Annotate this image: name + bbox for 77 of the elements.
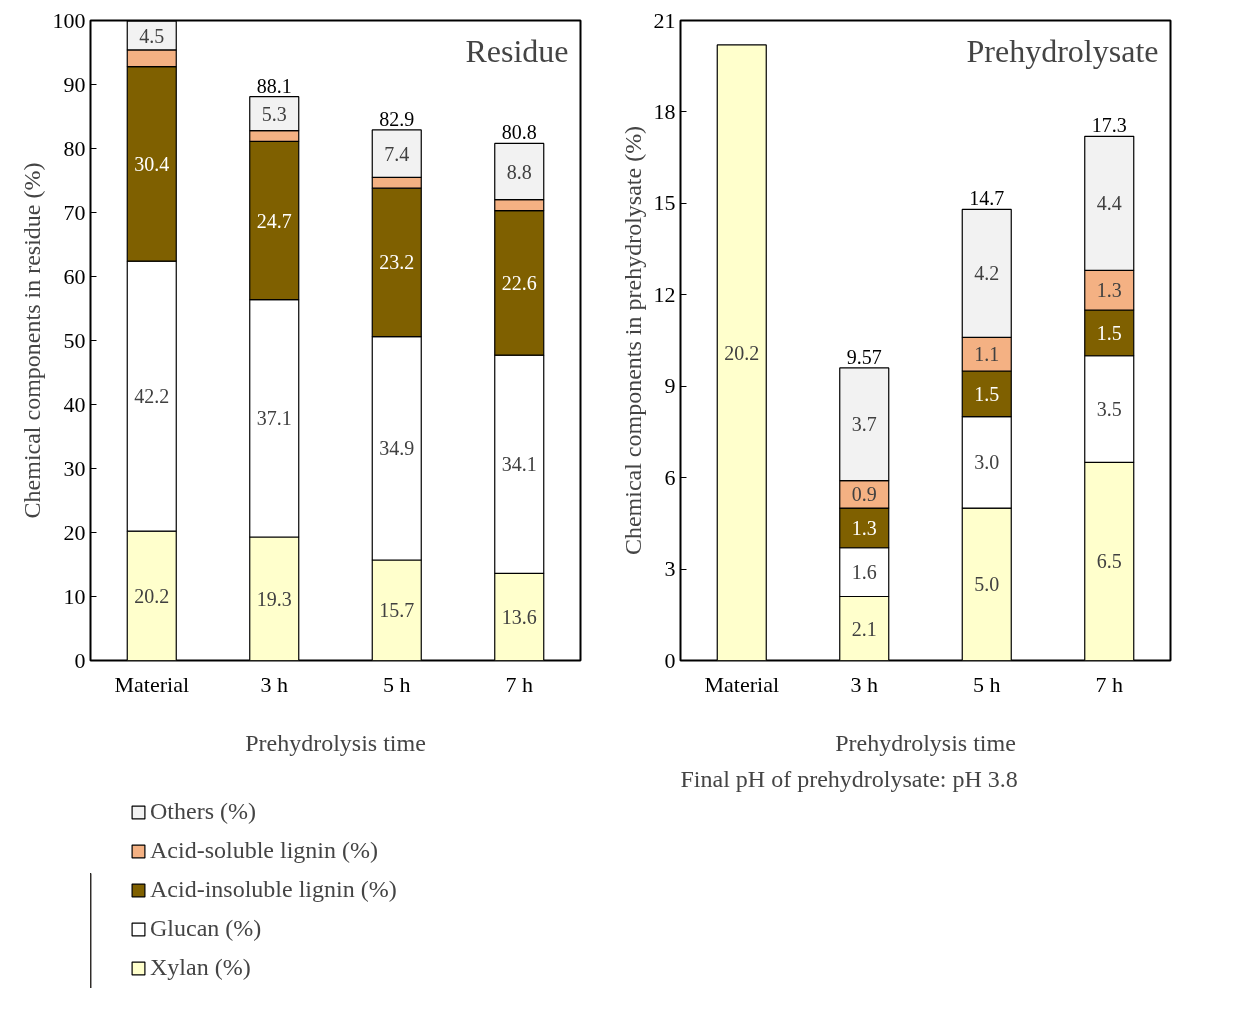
data-label: 8.8 — [506, 160, 532, 183]
data-label: 13.6 — [501, 605, 537, 628]
y-tick-label: 0 — [74, 647, 86, 673]
x-tick-label: 5 h — [383, 671, 411, 697]
y-tick-label: 18 — [653, 98, 676, 124]
data-label: 3.7 — [851, 413, 877, 436]
legend-label: Acid-insoluble lignin (%) — [150, 876, 397, 903]
data-label: 20.2 — [134, 584, 170, 607]
x-tick-label: 7 h — [1095, 671, 1123, 697]
data-label: 4.2 — [974, 262, 1000, 285]
total-label: 80.8 — [501, 121, 537, 144]
data-label: 0.9 — [851, 483, 877, 506]
data-label: 23.2 — [379, 251, 415, 274]
y-axis-title: Chemical components in prehydrolysate (%) — [619, 125, 646, 556]
y-tick-label: 20 — [63, 519, 86, 545]
data-label: 4.4 — [1096, 192, 1122, 215]
y-tick-label: 9 — [664, 373, 676, 399]
data-label: 20.2 — [724, 341, 760, 364]
data-label: 42.2 — [134, 385, 170, 408]
y-tick-label: 6 — [664, 464, 676, 490]
y-tick-label: 100 — [52, 7, 86, 33]
legend-label: Others (%) — [150, 798, 256, 825]
data-label: 30.4 — [134, 152, 170, 175]
x-tick-label: 3 h — [850, 671, 878, 697]
chart-title: Prehydrolysate — [966, 32, 1159, 69]
legend-label: Acid-soluble lignin (%) — [150, 837, 378, 864]
y-tick-label: 0 — [664, 647, 676, 673]
data-label: 15.7 — [379, 599, 415, 622]
data-label: 1.3 — [1096, 279, 1122, 302]
data-label: 1.6 — [851, 561, 877, 584]
total-label: 82.9 — [379, 107, 415, 130]
y-tick-label: 3 — [664, 556, 676, 582]
data-label: 19.3 — [256, 587, 292, 610]
text: Final pH of prehydrolysate: pH 3.8 — [680, 765, 1018, 792]
chart-title: Residue — [465, 32, 569, 69]
total-label: 14.7 — [969, 187, 1005, 210]
total-label: 88.1 — [256, 74, 292, 97]
data-label: 3.0 — [974, 451, 1000, 474]
data-label: 5.0 — [974, 573, 1000, 596]
y-tick-label: 30 — [63, 455, 86, 481]
y-tick-label: 21 — [653, 7, 676, 33]
y-tick-label: 12 — [653, 281, 676, 307]
y-tick-label: 70 — [63, 199, 86, 225]
data-label: 1.3 — [851, 516, 877, 539]
x-tick-label: 5 h — [973, 671, 1001, 697]
data-label: 1.1 — [974, 343, 1000, 366]
x-tick-label: 7 h — [505, 671, 533, 697]
y-tick-label: 15 — [653, 190, 676, 216]
data-label: 37.1 — [256, 407, 292, 430]
y-tick-label: 90 — [63, 71, 86, 97]
data-label: 24.7 — [256, 209, 292, 232]
legend-label: Glucan (%) — [150, 915, 262, 942]
y-tick-label: 40 — [63, 391, 86, 417]
x-tick-label: Material — [704, 671, 780, 697]
x-axis-title: Prehydrolysis time — [245, 729, 426, 756]
y-tick-label: 80 — [63, 135, 86, 161]
x-tick-label: 3 h — [260, 671, 288, 697]
data-label: 22.6 — [501, 271, 537, 294]
x-tick-label: Material — [114, 671, 190, 697]
data-label: 34.9 — [379, 437, 415, 460]
data-label: 2.1 — [851, 617, 877, 640]
data-label: 4.5 — [139, 24, 165, 47]
legend-label: Xylan (%) — [150, 954, 251, 981]
data-label: 1.5 — [974, 382, 1000, 405]
total-label: 9.57 — [846, 345, 882, 368]
y-axis-title: Chemical components in residue (%) — [18, 162, 45, 519]
y-tick-label: 10 — [63, 583, 86, 609]
data-label: 3.5 — [1096, 398, 1122, 421]
data-label: 6.5 — [1096, 550, 1122, 573]
x-axis-title: Prehydrolysis time — [835, 729, 1016, 756]
data-label: 7.4 — [384, 142, 410, 165]
y-tick-label: 60 — [63, 263, 86, 289]
data-label: 5.3 — [261, 102, 287, 125]
data-label: 34.1 — [501, 453, 537, 476]
y-tick-label: 50 — [63, 327, 86, 353]
data-label: 1.5 — [1096, 321, 1122, 344]
total-label: 17.3 — [1091, 114, 1127, 137]
